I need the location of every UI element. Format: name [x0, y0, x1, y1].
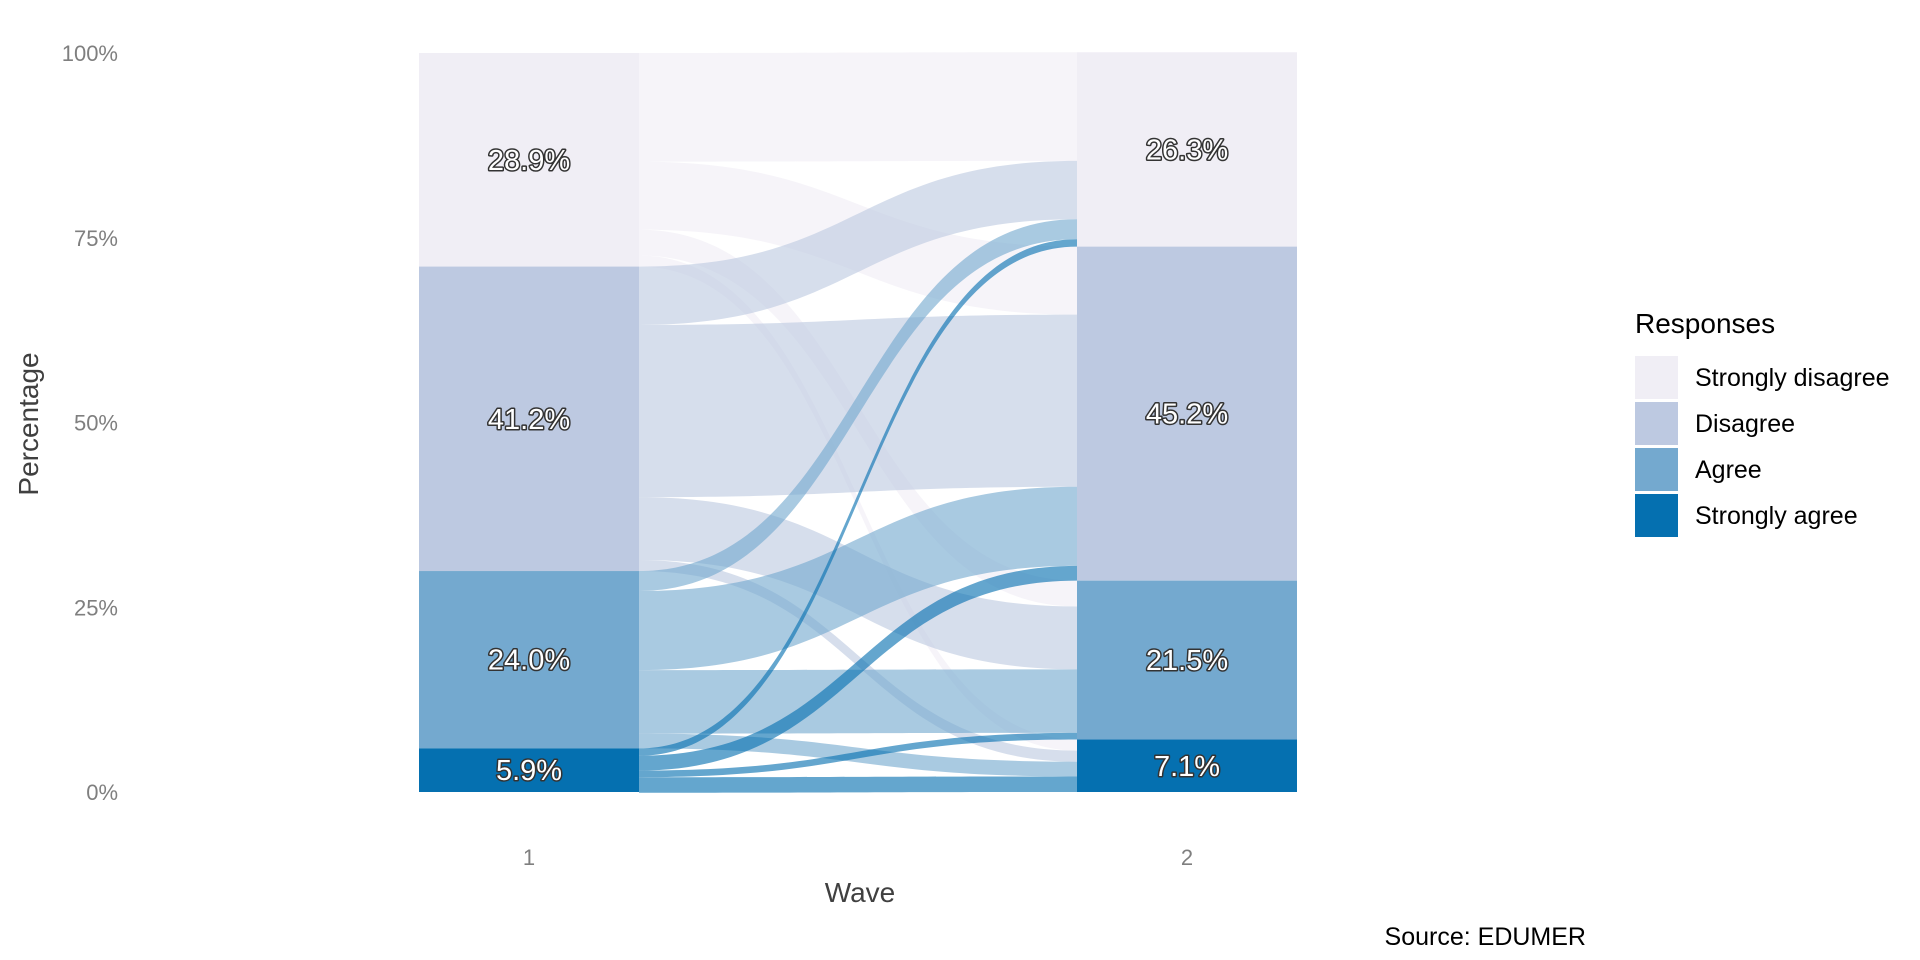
y-tick-label: 50%	[74, 411, 118, 436]
bar-label-wave1-disagree: 41.2%	[488, 404, 570, 436]
legend-title: Responses	[1635, 308, 1775, 339]
flow-agree-to-strongly-disagree	[639, 219, 1077, 591]
bar-label-wave1-strongly-disagree: 28.9%	[488, 145, 570, 177]
flow-disagree-to-strongly-disagree	[639, 160, 1077, 325]
flow-strongly-agree-to-strongly-agree	[639, 776, 1077, 793]
legend-swatch-agree	[1635, 448, 1678, 491]
legend: Responses Strongly disagree Disagree Agree…	[1635, 308, 1890, 537]
bar-label-wave2-strongly-disagree: 26.3%	[1146, 134, 1228, 166]
legend-label-strongly-disagree: Strongly disagree	[1695, 364, 1890, 392]
bar-wave2-strongly-disagree	[1077, 52, 1297, 247]
bar-wave1-disagree	[419, 266, 639, 572]
bar-wave2-disagree	[1077, 246, 1297, 581]
bar-wave1-strongly-disagree	[419, 53, 639, 267]
flow-agree-to-agree	[639, 669, 1077, 734]
flow-strongly-agree-to-disagree	[639, 565, 1077, 771]
legend-swatch-disagree	[1635, 402, 1678, 445]
legend-label-disagree: Disagree	[1695, 410, 1795, 438]
source-caption: Source: EDUMER	[1385, 923, 1586, 951]
x-tick-label: 2	[1181, 845, 1193, 870]
bar-wave1-strongly-agree	[419, 748, 639, 792]
flow-strongly-disagree-to-strongly-agree	[639, 255, 1077, 751]
bar-label-wave1-strongly-agree: 5.9%	[496, 755, 562, 787]
y-tick-label: 75%	[74, 226, 118, 251]
flow-strongly-agree-to-strongly-disagree	[639, 239, 1077, 756]
bar-label-wave1-agree: 24.0%	[488, 645, 570, 677]
flows-layer	[639, 52, 1077, 793]
flow-strongly-disagree-to-strongly-disagree	[639, 52, 1077, 162]
y-tick-label: 100%	[62, 41, 118, 66]
legend-label-agree: Agree	[1695, 456, 1762, 484]
flow-agree-to-disagree	[639, 486, 1077, 671]
bar-labels-layer: 28.9% 41.2% 24.0% 5.9% 26.3% 45.2% 21.5% 7.1%	[486, 133, 1229, 789]
flow-strongly-agree-to-agree	[639, 732, 1077, 778]
legend-swatch-strongly-disagree	[1635, 356, 1678, 399]
y-axis-title: Percentage	[13, 352, 44, 495]
y-axis-ticks: 0% 25% 50% 75% 100%	[62, 41, 118, 805]
bar-wave2-agree	[1077, 580, 1297, 740]
bar-wave2-strongly-agree	[1077, 739, 1297, 792]
legend-label-strongly-agree: Strongly agree	[1695, 502, 1858, 530]
bar-wave1-agree	[419, 571, 639, 749]
x-axis-title: Wave	[825, 877, 896, 908]
bar-label-wave2-disagree: 45.2%	[1146, 399, 1228, 431]
legend-swatch-strongly-agree	[1635, 494, 1678, 537]
bar-label-wave2-agree: 21.5%	[1146, 645, 1228, 677]
bar-label-wave2-strongly-agree: 7.1%	[1154, 751, 1220, 783]
stacked-bars-layer	[419, 52, 1297, 792]
y-tick-label: 0%	[86, 780, 118, 805]
y-tick-label: 25%	[74, 595, 118, 620]
x-tick-label: 1	[523, 845, 535, 870]
